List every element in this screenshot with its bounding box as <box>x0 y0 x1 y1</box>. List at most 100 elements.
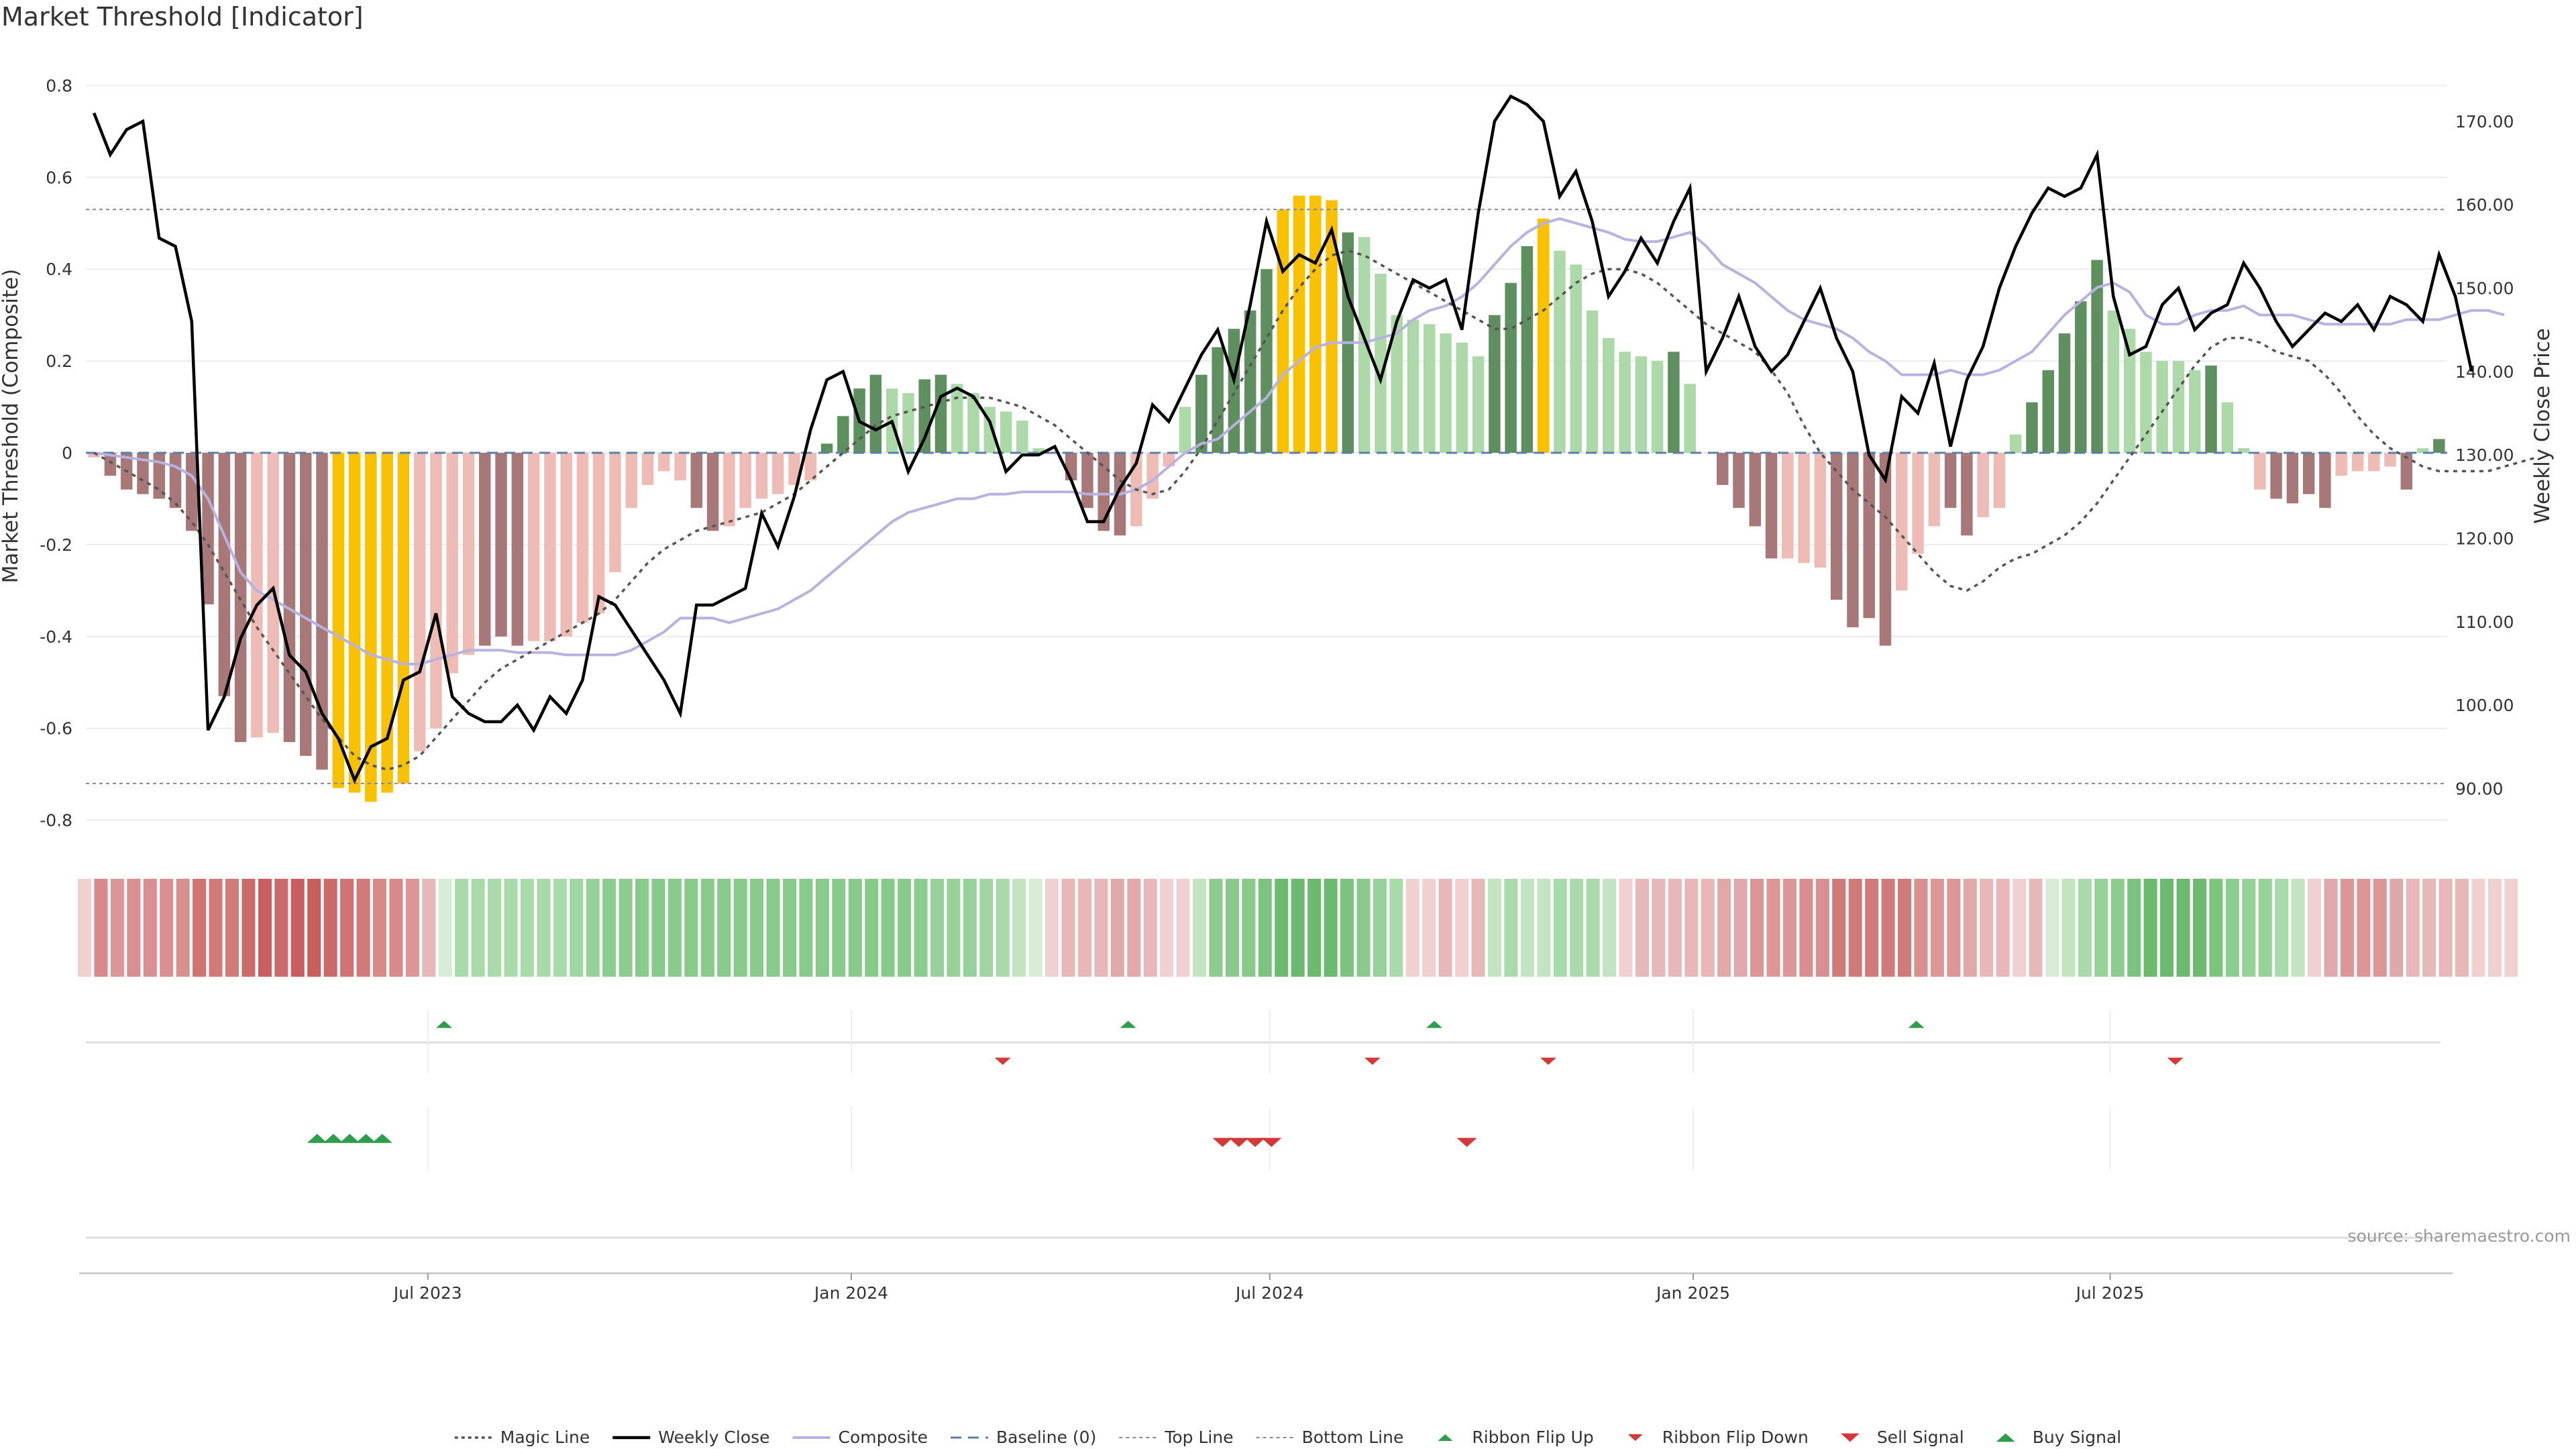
ribbon-cell <box>2291 879 2305 977</box>
bar <box>1000 411 1012 453</box>
ribbon-cell <box>635 879 649 977</box>
ribbon-cell <box>2373 879 2387 977</box>
ribbon-cell <box>947 879 961 977</box>
ribbon-cell <box>323 879 337 977</box>
sell-signal-marker <box>1228 1138 1249 1147</box>
ribbon-cell <box>914 879 928 977</box>
ribbon-cell <box>340 879 354 977</box>
ribbon-cell <box>1258 879 1272 977</box>
bar <box>788 453 800 485</box>
bar <box>2009 434 2022 453</box>
ribbon-cell <box>1520 879 1534 977</box>
ribbon-cell <box>422 879 436 977</box>
ribbon-cell <box>176 879 190 977</box>
ribbon-cell <box>290 879 305 977</box>
ribbon-cell <box>2471 879 2485 977</box>
ribbon-cell <box>1110 879 1124 977</box>
bar <box>918 379 930 453</box>
ribbon-cell <box>1766 879 1780 977</box>
source-note: source: sharemaestro.com <box>2348 1226 2571 1246</box>
bar <box>430 453 442 729</box>
ribbon-cell <box>1914 879 1928 977</box>
bar <box>1635 356 1648 453</box>
ribbon-cell <box>1389 879 1403 977</box>
weekly-close-line <box>93 94 2473 784</box>
ribbon-cell <box>2455 879 2469 977</box>
bar <box>348 453 361 793</box>
ribbon-cell <box>1291 879 1305 977</box>
sell-signal-marker <box>1245 1138 1266 1147</box>
legend-swatch <box>1627 1434 1643 1441</box>
ribbon-cell <box>733 879 747 977</box>
bar <box>837 416 849 453</box>
bar <box>218 453 231 696</box>
ribbon-cell <box>1455 879 1469 977</box>
ribbon-cell <box>799 879 813 977</box>
bar <box>2058 333 2071 453</box>
legend-item: Top Line <box>1119 1428 1234 1447</box>
bar <box>1716 453 1729 485</box>
legend-label: Sell Signal <box>1877 1428 1964 1447</box>
ribbon-flip-up-marker <box>1908 1020 1925 1028</box>
y2-tick-label: 170.00 <box>2455 112 2514 131</box>
bar <box>1847 453 1859 628</box>
bar <box>1961 453 1973 536</box>
ribbon-cell <box>1553 879 1567 977</box>
bar <box>2270 453 2282 499</box>
ribbon-cell <box>930 879 944 977</box>
bar <box>544 453 556 641</box>
ribbon-cell <box>1094 879 1108 977</box>
x-axis: Jul 2023 Jan 2024 Jul 2024 Jan 2025 Jul 2025 <box>79 1272 2453 1303</box>
ribbon-cell <box>143 879 157 977</box>
ribbon-cell <box>2308 879 2322 977</box>
ribbon-cell <box>1603 879 1617 977</box>
bar <box>2433 439 2445 453</box>
y2-tick-label: 150.00 <box>2455 278 2514 298</box>
ribbon-cell <box>570 879 584 977</box>
bar <box>251 453 263 738</box>
bar <box>1896 453 1908 591</box>
ribbon-cell <box>2406 879 2420 977</box>
ribbon-cell <box>2029 879 2043 977</box>
bar <box>495 453 507 637</box>
ribbon-cell <box>1324 879 1338 977</box>
bar <box>1195 374 1208 453</box>
ribbon-cell <box>356 879 370 977</box>
y-tick-label: -0.2 <box>40 535 72 555</box>
ribbon-cell <box>1848 879 1862 977</box>
bar <box>2042 370 2054 453</box>
ribbon-cell <box>667 879 682 977</box>
composite-line <box>93 217 2505 665</box>
ribbon-cell <box>963 879 977 977</box>
ribbon-cell <box>1356 879 1371 977</box>
ribbon-cell <box>1422 879 1436 977</box>
bar <box>592 453 605 614</box>
ribbon-cell <box>2176 879 2190 977</box>
bar <box>869 374 882 453</box>
y2-tick-label: 100.00 <box>2455 696 2514 715</box>
bar <box>609 453 621 572</box>
ribbon-cell <box>1586 879 1600 977</box>
bar <box>104 453 117 476</box>
buy-signal-marker <box>339 1134 360 1143</box>
ribbon-cell <box>127 879 141 977</box>
ribbon-cell <box>2438 879 2453 977</box>
bar <box>1016 421 1028 453</box>
legend-label: Baseline (0) <box>996 1428 1096 1447</box>
legend-label: Ribbon Flip Down <box>1662 1428 1809 1447</box>
bar <box>1912 453 1924 554</box>
ribbon-cell <box>2275 879 2289 977</box>
x-tick-label: Jul 2024 <box>1234 1283 1304 1303</box>
ribbon-cell <box>1045 879 1059 977</box>
y-tick-label: 0.2 <box>46 352 72 371</box>
bar <box>527 453 540 641</box>
bar <box>137 453 149 494</box>
bar <box>706 453 719 531</box>
bar <box>2416 448 2429 453</box>
bar <box>2368 453 2380 472</box>
ribbon-cell <box>2225 879 2239 977</box>
bar <box>2172 361 2185 453</box>
bar <box>1619 352 1631 453</box>
bar <box>1684 384 1696 453</box>
